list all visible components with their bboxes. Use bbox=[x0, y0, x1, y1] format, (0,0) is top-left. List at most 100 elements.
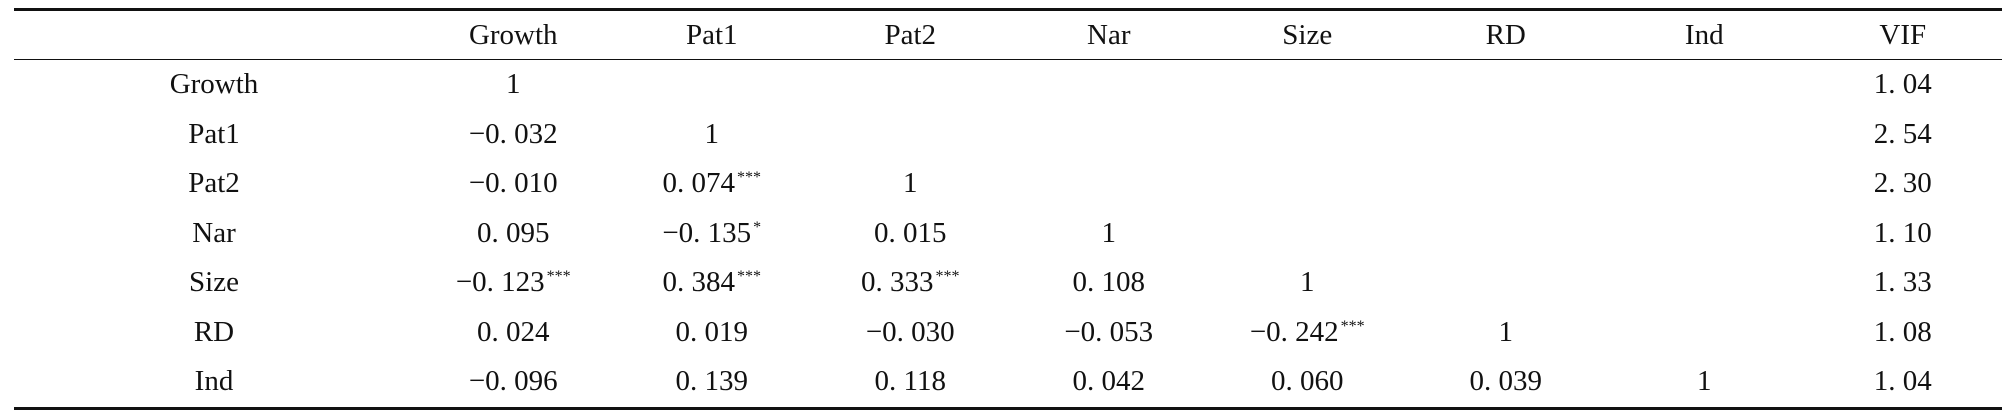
table-cell: 0. 139 bbox=[613, 357, 812, 408]
table-cell: 0. 042 bbox=[1010, 357, 1209, 408]
row-label: RD bbox=[193, 315, 235, 348]
table-cell: 1. 33 bbox=[1804, 258, 2003, 308]
table-header: Growth Pat1 Pat2 Nar Size RD Ind VIF bbox=[14, 9, 2002, 60]
table-row: Growth 1 1. 04 bbox=[14, 60, 2002, 110]
cell-value: 1 bbox=[1498, 315, 1514, 348]
table-cell: 0. 095 bbox=[414, 209, 613, 259]
table-cell bbox=[1407, 60, 1606, 110]
significance-marker: *** bbox=[737, 169, 761, 187]
cell-value: 2. 54 bbox=[1873, 117, 1932, 150]
table-cell: 1 bbox=[414, 60, 613, 110]
table-cell bbox=[1010, 60, 1209, 110]
table-body: Growth 1 1. 04 Pat1 −0. 032 1 2. 54 Pat2 −0. 010… bbox=[14, 60, 2003, 408]
cell-value: 1 bbox=[1101, 216, 1117, 249]
cell-value: 0. 108 bbox=[1072, 266, 1146, 299]
row-label: Nar bbox=[192, 216, 236, 249]
table-cell: −0. 032 bbox=[414, 110, 613, 160]
cell-value: 0. 118 bbox=[874, 365, 946, 398]
row-label: Growth bbox=[169, 68, 259, 101]
table-cell bbox=[1407, 159, 1606, 209]
cell-value: 0. 139 bbox=[675, 365, 749, 398]
row-label: Pat2 bbox=[188, 167, 240, 200]
table-cell: 1. 08 bbox=[1804, 308, 2003, 358]
table-cell: 0. 019 bbox=[613, 308, 812, 358]
significance-marker: *** bbox=[935, 268, 960, 286]
table-cell: 1 bbox=[1010, 209, 1209, 259]
cell-value: 0. 384 bbox=[662, 266, 736, 299]
cell-value: −0. 010 bbox=[468, 167, 558, 200]
cell-value: 1. 33 bbox=[1873, 266, 1932, 299]
cell-value: −0. 135 bbox=[662, 216, 752, 249]
table-cell: 0. 333 *** bbox=[811, 258, 1010, 308]
cell-value: 0. 060 bbox=[1271, 365, 1344, 398]
row-label: Ind bbox=[194, 365, 234, 398]
table-cell: 1. 04 bbox=[1804, 357, 2003, 408]
table-cell bbox=[1208, 110, 1407, 160]
correlation-table: Growth Pat1 Pat2 Nar Size RD Ind VIF Growth 1 1. … bbox=[14, 8, 2002, 410]
cell-value: 1 bbox=[903, 167, 918, 200]
cell-value: 0. 019 bbox=[675, 315, 749, 348]
table-cell: 1. 04 bbox=[1804, 60, 2003, 110]
table-cell bbox=[811, 110, 1010, 160]
table-cell: 2. 54 bbox=[1804, 110, 2003, 160]
cell-value: −0. 123 bbox=[455, 266, 545, 299]
table-cell: −0. 010 bbox=[414, 159, 613, 209]
column-header: Nar bbox=[1087, 18, 1131, 51]
table-cell: 0. 060 bbox=[1208, 357, 1407, 408]
table-cell bbox=[1605, 159, 1804, 209]
table-cell bbox=[811, 60, 1010, 110]
table-cell: 0. 039 bbox=[1407, 357, 1606, 408]
cell-value: −0. 242 bbox=[1249, 315, 1339, 348]
cell-value: 1. 10 bbox=[1873, 216, 1932, 249]
table-row: RD 0. 024 0. 019 −0. 030 −0. 053 −0. 242 *** 1 1… bbox=[14, 308, 2002, 358]
table-cell bbox=[613, 60, 812, 110]
table-cell bbox=[1605, 258, 1804, 308]
cell-value: −0. 096 bbox=[468, 365, 558, 398]
significance-marker: *** bbox=[737, 268, 761, 286]
table-cell: 1. 10 bbox=[1804, 209, 2003, 259]
cell-value: 0. 015 bbox=[874, 216, 947, 249]
table-cell: 1 bbox=[1208, 258, 1407, 308]
table-cell bbox=[1407, 110, 1606, 160]
table-cell: 1 bbox=[811, 159, 1010, 209]
cell-value: 0. 042 bbox=[1072, 365, 1146, 398]
table-cell bbox=[1010, 110, 1209, 160]
cell-value: 2. 30 bbox=[1873, 167, 1932, 200]
table-cell: 2. 30 bbox=[1804, 159, 2003, 209]
cell-value: 0. 095 bbox=[477, 216, 550, 249]
cell-value: 1 bbox=[1697, 365, 1712, 398]
column-header: Pat1 bbox=[685, 18, 738, 51]
table-cell: −0. 030 bbox=[811, 308, 1010, 358]
table-cell bbox=[1407, 209, 1606, 259]
table-cell: 1 bbox=[1605, 357, 1804, 408]
table-cell: 1 bbox=[1407, 308, 1606, 358]
column-header: VIF bbox=[1879, 18, 1927, 51]
cell-value: 1 bbox=[1300, 266, 1315, 299]
significance-marker: *** bbox=[546, 268, 571, 286]
cell-value: 0. 024 bbox=[477, 315, 550, 348]
table-cell: −0. 135 * bbox=[613, 209, 812, 259]
cell-value: 1 bbox=[506, 68, 521, 101]
significance-marker: * bbox=[753, 218, 762, 236]
table-cell: 0. 384 *** bbox=[613, 258, 812, 308]
cell-value: 1. 04 bbox=[1873, 365, 1932, 398]
cell-value: −0. 053 bbox=[1064, 315, 1154, 348]
header-corner bbox=[14, 10, 414, 60]
header-row: Growth Pat1 Pat2 Nar Size RD Ind VIF bbox=[14, 9, 2002, 60]
table-cell bbox=[1208, 60, 1407, 110]
table-cell bbox=[1407, 258, 1606, 308]
table-cell: −0. 096 bbox=[414, 357, 613, 408]
table-cell: −0. 123 *** bbox=[414, 258, 613, 308]
cell-value: −0. 032 bbox=[468, 117, 558, 150]
table-cell bbox=[1208, 159, 1407, 209]
column-header: Ind bbox=[1684, 18, 1724, 51]
table-cell: −0. 053 bbox=[1010, 308, 1209, 358]
table-cell: 1 bbox=[613, 110, 812, 160]
table-cell: 0. 108 bbox=[1010, 258, 1209, 308]
column-header: Growth bbox=[468, 18, 558, 51]
cell-value: 1. 08 bbox=[1873, 315, 1932, 348]
table-cell: 0. 074 *** bbox=[613, 159, 812, 209]
table-cell: −0. 242 *** bbox=[1208, 308, 1407, 358]
table-cell bbox=[1208, 209, 1407, 259]
cell-value: 1. 04 bbox=[1873, 68, 1932, 101]
